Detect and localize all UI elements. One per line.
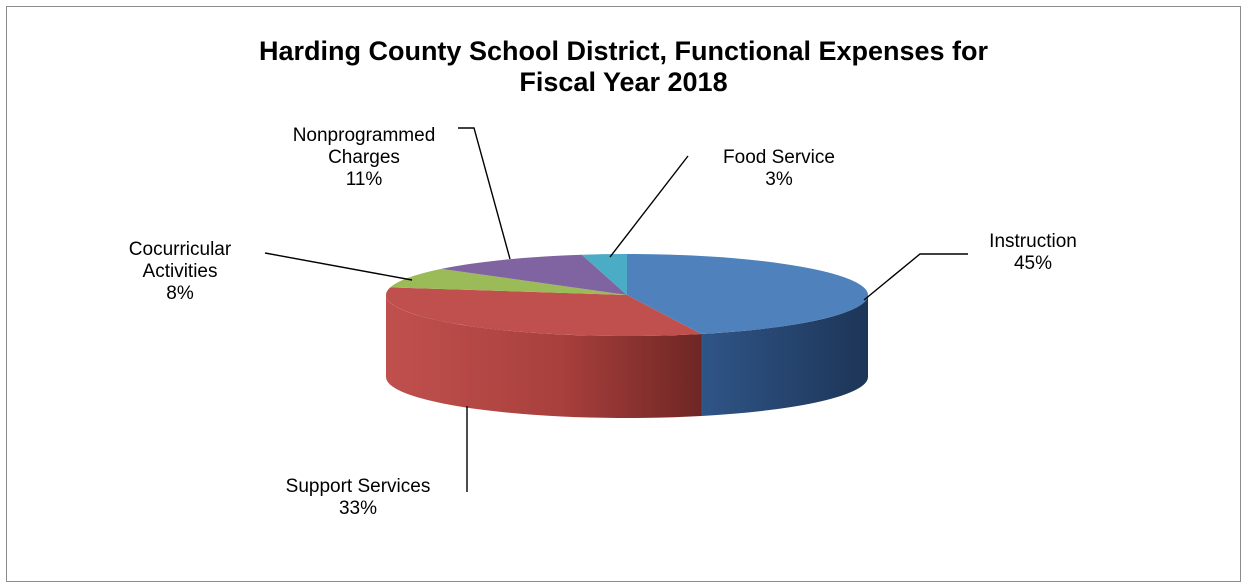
slice-label-food-service: Food Service xyxy=(723,147,835,168)
pie-slice-support-services xyxy=(385,287,702,336)
leader-line-nonprogrammed-charges xyxy=(458,127,511,260)
leader-line-instruction xyxy=(863,253,968,301)
leader-line-food-service xyxy=(609,155,689,258)
pie-slice-food-service xyxy=(581,254,627,295)
pie-side-instruction xyxy=(701,295,868,416)
pie-slice-cocurricular-activities xyxy=(390,268,627,295)
slice-pct-food-service: 3% xyxy=(765,169,793,190)
leader-line-cocurricular-activities xyxy=(264,252,413,281)
chart-title-line-1: Harding County School District, Function… xyxy=(258,36,989,66)
slice-label-nonprogrammed-charges: Charges xyxy=(328,147,400,168)
leader-lines xyxy=(264,127,968,492)
slice-pct-support-services: 33% xyxy=(339,498,377,519)
slice-label-cocurricular-activities: Cocurricular xyxy=(129,239,232,260)
pie-slice-instruction xyxy=(627,254,868,334)
slice-pct-nonprogrammed-charges: 11% xyxy=(346,169,383,190)
slice-pct-cocurricular-activities: 8% xyxy=(166,283,194,304)
pie-tops xyxy=(385,254,868,336)
pie-sides xyxy=(386,295,868,418)
slice-label-cocurricular-activities: Activities xyxy=(143,261,218,282)
pie-slice-nonprogrammed-charges xyxy=(441,254,627,295)
pie-side-support-services xyxy=(386,295,702,418)
chart-title-line-2: Fiscal Year 2018 xyxy=(519,67,728,97)
slice-label-support-services: Support Services xyxy=(286,476,431,497)
slice-label-nonprogrammed-charges: Nonprogrammed xyxy=(293,125,436,146)
slice-pct-instruction: 45% xyxy=(1014,253,1052,274)
slice-label-instruction: Instruction xyxy=(989,231,1077,252)
chart-title: Harding County School District, Function… xyxy=(0,36,1247,98)
